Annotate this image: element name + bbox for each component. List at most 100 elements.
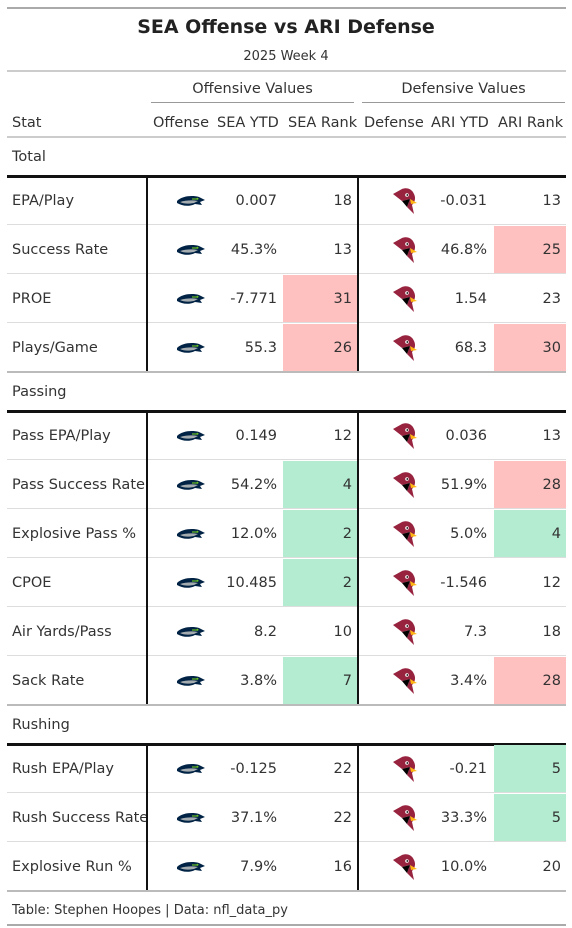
sea-rank-value: 2 bbox=[342, 575, 352, 591]
cardinals-logo-icon bbox=[390, 803, 420, 837]
cardinals-logo-icon bbox=[390, 470, 420, 504]
sea-ytd-value: 55.3 bbox=[244, 340, 277, 356]
ari-rank-value: 12 bbox=[542, 575, 561, 591]
seahawks-logo-icon bbox=[176, 292, 206, 311]
seahawks-logo-icon bbox=[176, 429, 206, 448]
defense-column-divider bbox=[357, 411, 359, 704]
row-rule bbox=[7, 273, 566, 274]
title-rule bbox=[7, 70, 566, 72]
sea-rank-highlight bbox=[283, 657, 357, 705]
stat-name: PROE bbox=[12, 291, 52, 307]
sea-rank-highlight bbox=[283, 324, 357, 372]
sea-ytd-value: 37.1% bbox=[230, 810, 277, 826]
row-rule bbox=[7, 224, 566, 225]
stat-name: Air Yards/Pass bbox=[12, 624, 112, 640]
stat-name: Explosive Pass % bbox=[12, 526, 137, 542]
row-group-label: Total bbox=[12, 149, 46, 165]
group-end-rule bbox=[7, 704, 566, 706]
ari-rank-value: 20 bbox=[542, 859, 561, 875]
row-rule bbox=[7, 459, 566, 460]
ari-ytd-value: -0.21 bbox=[449, 761, 487, 777]
cardinals-logo-icon bbox=[390, 186, 420, 220]
column-header-sea-rank: SEA Rank bbox=[288, 115, 358, 131]
row-rule bbox=[7, 792, 566, 793]
sea-rank-value: 12 bbox=[333, 428, 352, 444]
group-rule bbox=[7, 410, 566, 413]
cardinals-logo-icon bbox=[390, 568, 420, 602]
seahawks-logo-icon bbox=[176, 625, 206, 644]
ari-rank-highlight bbox=[494, 461, 566, 509]
column-header-defense: Defense bbox=[364, 115, 424, 131]
stat-name: Sack Rate bbox=[12, 673, 85, 689]
stat-name: EPA/Play bbox=[12, 193, 75, 209]
cardinals-logo-icon bbox=[390, 333, 420, 367]
seahawks-logo-icon bbox=[176, 762, 206, 781]
group-end-rule bbox=[7, 371, 566, 373]
sea-ytd-value: 7.9% bbox=[240, 859, 277, 875]
seahawks-logo-icon bbox=[176, 478, 206, 497]
table-source-note: Table: Stephen Hoopes | Data: nfl_data_p… bbox=[12, 903, 288, 918]
table-subtitle: 2025 Week 4 bbox=[243, 49, 329, 64]
offense-column-divider bbox=[146, 176, 148, 371]
ari-ytd-value: 33.3% bbox=[440, 810, 487, 826]
ari-ytd-value: -1.546 bbox=[440, 575, 487, 591]
cardinals-logo-icon bbox=[390, 852, 420, 886]
stat-name: Pass EPA/Play bbox=[12, 428, 111, 444]
group-rule bbox=[7, 743, 566, 746]
ari-ytd-value: 3.4% bbox=[450, 673, 487, 689]
sea-rank-value: 10 bbox=[333, 624, 352, 640]
ari-ytd-value: 0.036 bbox=[445, 428, 487, 444]
ari-rank-value: 5 bbox=[551, 761, 561, 777]
sea-rank-highlight bbox=[283, 559, 357, 607]
sea-rank-value: 7 bbox=[342, 673, 352, 689]
sea-rank-value: 18 bbox=[333, 193, 352, 209]
ari-ytd-value: 51.9% bbox=[440, 477, 487, 493]
seahawks-logo-icon bbox=[176, 341, 206, 360]
row-rule bbox=[7, 655, 566, 656]
sea-rank-highlight bbox=[283, 510, 357, 558]
ari-ytd-value: 46.8% bbox=[440, 242, 487, 258]
seahawks-logo-icon bbox=[176, 811, 206, 830]
spanner-offensive-values: Offensive Values bbox=[192, 81, 313, 97]
defense-column-divider bbox=[357, 176, 359, 371]
sea-ytd-value: 0.007 bbox=[235, 193, 277, 209]
ari-rank-value: 25 bbox=[542, 242, 561, 258]
row-rule bbox=[7, 841, 566, 842]
row-rule bbox=[7, 508, 566, 509]
ari-ytd-value: 68.3 bbox=[454, 340, 487, 356]
sea-rank-value: 22 bbox=[333, 810, 352, 826]
spanner-offensive-rule bbox=[151, 102, 354, 103]
ari-ytd-value: 7.3 bbox=[463, 624, 487, 640]
row-rule bbox=[7, 557, 566, 558]
ari-rank-value: 13 bbox=[542, 193, 561, 209]
row-group-label: Passing bbox=[12, 384, 67, 400]
column-header-offense: Offense bbox=[153, 115, 209, 131]
sea-rank-value: 16 bbox=[333, 859, 352, 875]
ari-rank-highlight bbox=[494, 510, 566, 558]
ari-ytd-value: -0.031 bbox=[440, 193, 487, 209]
sea-ytd-value: 8.2 bbox=[253, 624, 277, 640]
stat-name: CPOE bbox=[12, 575, 52, 591]
sea-ytd-value: 10.485 bbox=[226, 575, 277, 591]
defense-column-divider bbox=[357, 744, 359, 890]
offense-column-divider bbox=[146, 744, 148, 890]
top-rule bbox=[7, 7, 566, 9]
sea-ytd-value: -0.125 bbox=[230, 761, 277, 777]
column-header-ari-rank: ARI Rank bbox=[498, 115, 564, 131]
sea-rank-highlight bbox=[283, 275, 357, 323]
seahawks-logo-icon bbox=[176, 860, 206, 879]
sea-rank-value: 31 bbox=[333, 291, 352, 307]
sea-ytd-value: 45.3% bbox=[230, 242, 277, 258]
ari-rank-highlight bbox=[494, 794, 566, 842]
ari-rank-value: 13 bbox=[542, 428, 561, 444]
column-header-stat: Stat bbox=[12, 115, 42, 131]
ari-rank-value: 30 bbox=[542, 340, 561, 356]
spanner-defensive-rule bbox=[362, 102, 565, 103]
ari-rank-highlight bbox=[494, 657, 566, 705]
seahawks-logo-icon bbox=[176, 527, 206, 546]
cardinals-logo-icon bbox=[390, 519, 420, 553]
group-rule bbox=[7, 175, 566, 178]
cardinals-logo-icon bbox=[390, 421, 420, 455]
ari-rank-value: 18 bbox=[542, 624, 561, 640]
sea-ytd-value: -7.771 bbox=[230, 291, 277, 307]
